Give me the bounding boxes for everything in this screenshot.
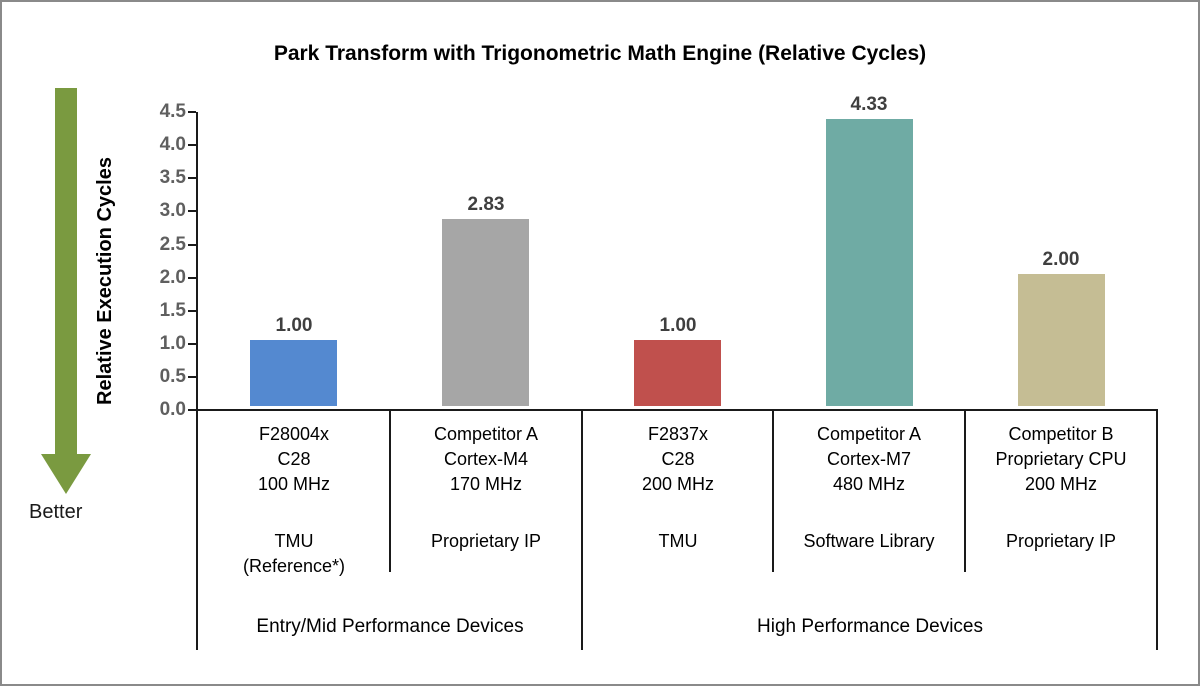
x-axis-baseline [196,409,1158,411]
method-name: TMU [658,531,698,551]
y-tick-label: 3.0 [159,200,186,221]
device-name: F2837x [647,424,709,444]
y-tick-mark [188,244,196,246]
category-divider [389,410,391,572]
bar-competitor-a-cortex-m4 [442,219,529,406]
method-label-5: Proprietary IP [965,529,1157,554]
y-tick-label: 2.0 [159,267,186,288]
y-tick-label: 0.0 [159,399,186,420]
y-tick-label: 1.0 [159,333,186,354]
y-tick-mark [188,310,196,312]
table-left-edge [196,410,198,650]
y-tick-label: 4.5 [159,101,186,122]
method-label-4: Software Library [773,529,965,554]
method-label-2: Proprietary IP [390,529,582,554]
category-label-3: F2837x C28 200 MHz [582,422,774,497]
bar-f2837x-tmu [634,340,721,406]
y-tick-label: 3.5 [159,167,186,188]
y-tick-mark [188,409,196,411]
cpu-name: Cortex-M4 [443,449,528,469]
device-name: Competitor B [1008,424,1114,444]
method-name: Proprietary IP [430,531,542,551]
y-axis-title: Relative Execution Cycles [94,157,116,405]
method-label-3: TMU [582,529,774,554]
group-label-entry-mid: Entry/Mid Performance Devices [256,616,524,637]
device-name: F28004x [258,424,330,444]
y-tick-label: 2.5 [159,234,186,255]
method-name: TMU [274,531,314,551]
cpu-name: Cortex-M7 [826,449,911,469]
table-right-edge [1156,410,1158,650]
better-label: Better [29,501,83,523]
category-label-5: Competitor B Proprietary CPU 200 MHz [965,422,1157,497]
category-divider [964,410,966,572]
bar-value-label: 1.00 [275,315,313,336]
method-name: Proprietary IP [1005,531,1117,551]
category-label-2: Competitor A Cortex-M4 170 MHz [390,422,582,497]
category-label-4: Competitor A Cortex-M7 480 MHz [773,422,965,497]
y-tick-label: 4.0 [159,134,186,155]
device-name: Competitor A [816,424,922,444]
y-tick-label: 1.5 [159,300,186,321]
cpu-freq: 480 MHz [832,474,906,494]
bar-value-label: 1.00 [659,315,697,336]
group-divider [581,410,583,650]
y-tick-mark [188,376,196,378]
y-tick-mark [188,111,196,113]
y-tick-mark [188,177,196,179]
method-note: (Reference*) [242,556,346,576]
bar-value-label: 2.00 [1042,249,1080,270]
device-name: Competitor A [433,424,539,444]
cpu-name: C28 [277,449,311,469]
y-tick-label: 0.5 [159,366,186,387]
bar-value-label: 2.83 [467,194,505,215]
method-label-1: TMU (Reference*) [198,529,390,579]
bar-competitor-b [1018,274,1105,406]
group-label-high-perf: High Performance Devices [757,616,983,637]
bar-f28004x-tmu [250,340,337,406]
cpu-name: C28 [661,449,695,469]
y-tick-mark [188,277,196,279]
category-label-1: F28004x C28 100 MHz [198,422,390,497]
bar-competitor-a-cortex-m7 [826,119,913,406]
chart-title: Park Transform with Trigonometric Math E… [273,42,927,65]
cpu-freq: 200 MHz [641,474,715,494]
cpu-freq: 100 MHz [257,474,331,494]
cpu-name: Proprietary CPU [995,449,1127,469]
category-divider [772,410,774,572]
y-tick-mark [188,343,196,345]
method-name: Software Library [803,531,935,551]
y-axis-line [196,112,198,410]
y-tick-mark [188,144,196,146]
y-tick-mark [188,210,196,212]
bar-value-label: 4.33 [850,94,888,115]
cpu-freq: 170 MHz [449,474,523,494]
cpu-freq: 200 MHz [1024,474,1098,494]
better-direction-arrow-icon [41,88,91,494]
